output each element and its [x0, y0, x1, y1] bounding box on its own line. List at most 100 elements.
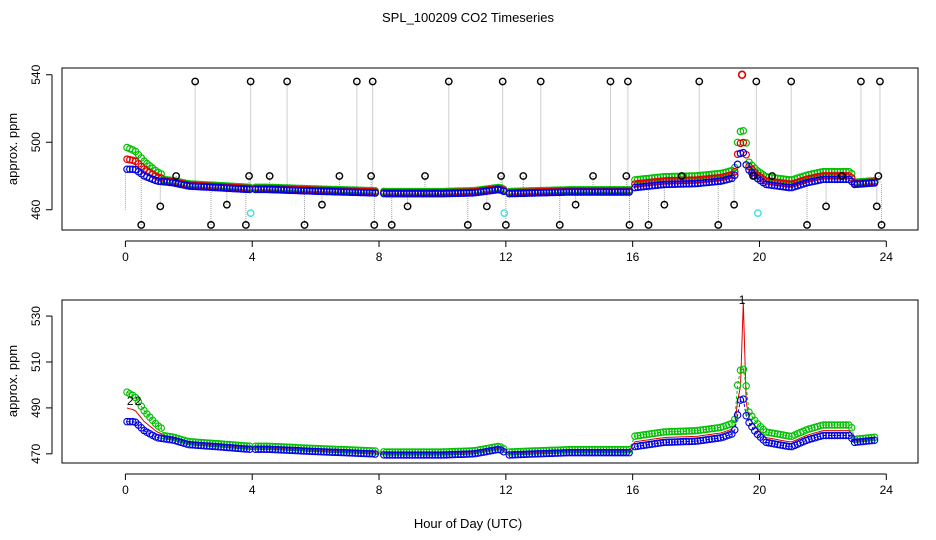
series-3-point — [519, 189, 528, 198]
series-3-point — [696, 436, 705, 445]
x-tick-label: 0 — [122, 483, 129, 497]
series-3-point — [548, 449, 556, 458]
series-3-point — [576, 448, 585, 457]
series-3-point — [465, 189, 474, 197]
reference-point — [421, 172, 429, 180]
series-3-point — [830, 431, 839, 440]
series-3-point — [699, 179, 708, 187]
series-3-point — [765, 439, 773, 447]
series-3-point — [280, 186, 288, 194]
bottom-panel-points: 1 2 2 — [123, 293, 879, 459]
series-3-point — [568, 448, 576, 457]
series-3-point — [214, 443, 223, 451]
series-3-point — [362, 188, 371, 197]
series-3-point — [830, 175, 839, 184]
series-3-point — [405, 451, 414, 459]
series-2-point — [653, 429, 662, 437]
reference-point — [803, 221, 811, 229]
series-3-point — [251, 185, 260, 194]
series-2-point — [770, 429, 779, 438]
series-3-point — [773, 182, 782, 190]
series-3-point — [688, 179, 696, 188]
series-3-point — [468, 189, 477, 197]
series-2-point — [656, 428, 665, 437]
series-2-point — [779, 431, 788, 439]
series-2-point — [830, 421, 839, 429]
reference-point — [625, 221, 634, 229]
series-3-point — [702, 436, 710, 444]
series-3-point — [613, 188, 622, 196]
series-3-point — [816, 176, 825, 184]
series-3-point — [320, 187, 328, 196]
series-3-point — [608, 448, 616, 457]
reference-point — [622, 172, 631, 180]
reference-point — [752, 77, 761, 86]
series-2-point — [736, 127, 745, 136]
series-3-point — [611, 188, 619, 196]
series-2-point — [705, 425, 713, 433]
reference-point — [677, 172, 686, 180]
series-3-point — [243, 445, 251, 453]
series-3-point — [733, 411, 742, 419]
series-3-point — [785, 183, 793, 192]
series-3-point — [485, 447, 494, 455]
series-2-point — [662, 428, 671, 436]
series-3-point — [360, 188, 368, 197]
series-3-point — [636, 183, 645, 191]
bottom-panel-x-axis: 0 4 8 12 16 20 24 — [122, 473, 894, 497]
reference-point — [606, 77, 615, 86]
reference-point — [660, 200, 669, 209]
series-3-point — [645, 182, 653, 190]
series-2-point — [836, 421, 845, 429]
x-tick-label: 8 — [376, 250, 383, 264]
series-3-point — [417, 451, 425, 459]
series-3-point — [596, 448, 605, 457]
series-3-point — [571, 188, 579, 196]
series-3-point — [454, 189, 462, 198]
series-3-point — [402, 189, 411, 198]
series-3-point — [157, 177, 166, 186]
series-3-point — [545, 449, 554, 458]
series-3-point — [782, 442, 790, 450]
series-3-point — [693, 437, 702, 445]
series-3-point — [231, 444, 240, 452]
series-3-point — [160, 435, 168, 443]
reference-point — [822, 202, 830, 211]
series-3-point — [588, 448, 596, 457]
reference-point — [536, 77, 545, 86]
series-2-line — [126, 368, 875, 453]
series-3-point — [382, 189, 391, 198]
series-3-point — [739, 148, 748, 157]
series-3-point — [605, 188, 614, 196]
series-3-point — [342, 449, 351, 457]
series-3-point — [568, 188, 576, 196]
reference-point — [265, 172, 274, 180]
series-3-point — [491, 446, 499, 454]
series-3-point — [317, 187, 325, 196]
series-3-point — [345, 449, 354, 457]
series-2-point — [742, 139, 750, 147]
series-3-point — [274, 186, 283, 194]
reference-point — [497, 172, 505, 180]
series-3-point — [123, 165, 131, 174]
reference-point — [318, 200, 326, 209]
series-2-point — [733, 381, 742, 389]
series-2-point — [816, 421, 825, 430]
series-2-point — [693, 426, 702, 435]
series-3-point — [822, 175, 830, 184]
reference-point — [156, 202, 165, 211]
series-2-point — [645, 430, 653, 438]
series-3-point — [445, 450, 454, 459]
series-3-point — [468, 450, 476, 458]
series-3-point — [539, 449, 548, 458]
series-2-point — [639, 431, 648, 439]
series-3-point — [631, 442, 639, 451]
series-3-point — [865, 437, 873, 445]
series-3-point — [457, 189, 465, 198]
series-3-point — [839, 431, 847, 440]
series-3-point — [676, 438, 685, 446]
x-tick-label: 12 — [499, 483, 513, 497]
series-3-point — [562, 188, 571, 196]
series-2-point — [688, 427, 696, 435]
x-tick-label: 24 — [880, 483, 894, 497]
